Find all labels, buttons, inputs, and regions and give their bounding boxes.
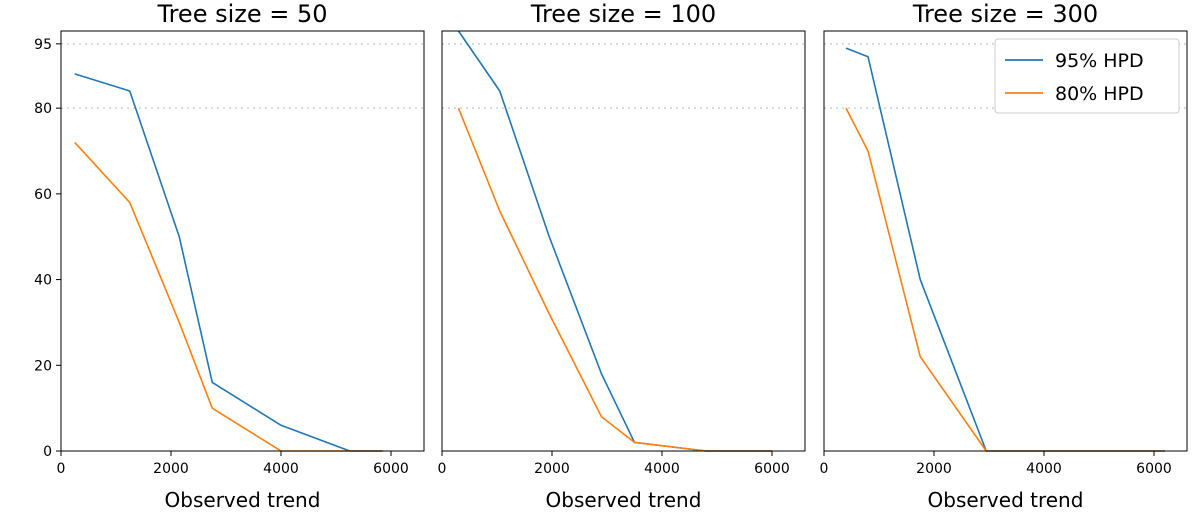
y-tick-label: 40 — [34, 273, 52, 289]
y-tick-label: 80 — [34, 101, 52, 117]
series-line-80-hpd — [845, 107, 1165, 452]
x-tick-label: 6000 — [1136, 461, 1172, 477]
panel-title: Tree size = 300 — [912, 0, 1098, 28]
panel-1: 0 2000 4000 6000 0 20 40 60 80 95 Tree size = 50 Ob… — [34, 0, 425, 512]
x-axis-label: Observed trend — [165, 488, 321, 512]
y-tick-label: 20 — [34, 358, 52, 374]
x-tick-label: 6000 — [754, 461, 790, 477]
plot-frame — [823, 30, 1188, 452]
legend-label: 80% HPD — [1055, 83, 1144, 105]
x-tick-label: 6000 — [373, 461, 409, 477]
plot-frame — [441, 30, 806, 452]
x-tick-label: 0 — [820, 461, 829, 477]
series-line-95-hpd — [74, 73, 383, 452]
plot-frame — [60, 30, 425, 452]
x-tick-label: 4000 — [644, 461, 680, 477]
panel-title: Tree size = 50 — [156, 0, 327, 28]
x-axis-label: Observed trend — [928, 488, 1084, 512]
panel-3: 0 2000 4000 6000 Tree size = 300 Observed tre… — [820, 0, 1188, 512]
x-tick-label: 4000 — [263, 461, 299, 477]
series-line-80-hpd — [74, 141, 383, 452]
x-tick-label: 4000 — [1026, 461, 1062, 477]
panel-title: Tree size = 100 — [530, 0, 716, 28]
x-tick-label: 0 — [57, 461, 66, 477]
legend-label: 95% HPD — [1055, 50, 1144, 72]
legend: 95% HPD 80% HPD — [994, 38, 1180, 114]
x-tick-label: 0 — [438, 461, 447, 477]
x-tick-label: 2000 — [534, 461, 570, 477]
x-tick-label: 2000 — [153, 461, 189, 477]
y-tick-label: 0 — [43, 444, 52, 460]
y-tick-label: 60 — [34, 187, 52, 203]
series-line-95-hpd — [457, 30, 772, 452]
y-tick-label: 95 — [34, 37, 52, 53]
series-line-80-hpd — [457, 107, 772, 452]
panel-2: 0 2000 4000 6000 Tree size = 100 Observed tre… — [438, 0, 806, 512]
legend-box — [994, 38, 1180, 114]
x-tick-label: 2000 — [916, 461, 952, 477]
x-axis-label: Observed trend — [546, 488, 702, 512]
